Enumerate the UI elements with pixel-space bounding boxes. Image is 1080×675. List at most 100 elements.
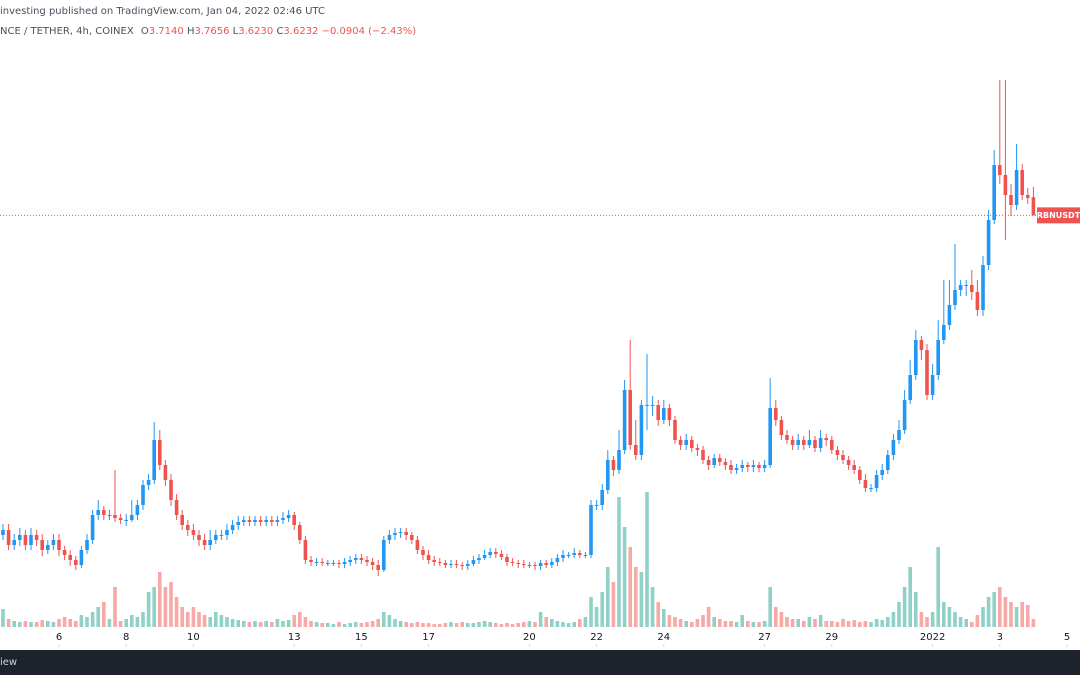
volume-bar: [398, 621, 403, 627]
candle-body: [34, 535, 39, 540]
candle-body: [415, 540, 420, 550]
candle-body: [886, 455, 890, 470]
volume-bar: [292, 615, 296, 627]
volume-bar: [942, 602, 946, 627]
volume-bar: [1003, 597, 1008, 627]
candle-body: [662, 408, 666, 420]
volume-bar: [639, 572, 644, 627]
volume-bar: [835, 622, 840, 627]
candle-body: [141, 485, 145, 505]
volume-bar: [281, 621, 285, 627]
candle-body: [751, 465, 756, 467]
volume-bar: [348, 623, 352, 627]
candle-body: [594, 505, 599, 506]
volume-bar: [667, 615, 672, 627]
volume-bar: [387, 615, 392, 627]
volume-bar: [180, 607, 184, 627]
volume-bar: [90, 612, 95, 627]
volume-bar: [107, 619, 112, 627]
candle-body: [309, 560, 313, 562]
volume-bar: [706, 607, 711, 627]
volume-bar: [611, 582, 616, 627]
volume-bar: [197, 612, 201, 627]
volume-bar: [174, 597, 179, 627]
volume-bar: [242, 621, 246, 627]
high-label: H: [187, 26, 195, 37]
volume-bar: [919, 612, 924, 627]
volume-bar: [393, 619, 397, 627]
candle-body: [774, 408, 778, 420]
candle-body: [538, 563, 543, 566]
volume-bar: [96, 607, 100, 627]
low-value: 3.6230: [238, 26, 273, 37]
candle-body: [628, 390, 632, 445]
volume-bar: [270, 622, 274, 627]
open-value: 3.7140: [149, 26, 184, 37]
volume-bar: [852, 620, 856, 627]
volume-bar: [29, 622, 33, 627]
candle-body: [891, 440, 896, 455]
volume-bar: [426, 623, 431, 627]
volume-bar: [1020, 602, 1024, 627]
candle-body: [443, 563, 448, 565]
candle-body: [796, 440, 800, 445]
volume-bar: [751, 622, 756, 627]
volume-bar: [970, 622, 974, 627]
candle-body: [824, 438, 828, 440]
candle-body: [645, 405, 649, 406]
candle-body: [365, 560, 369, 562]
candle-body: [410, 535, 414, 540]
footer-bar: [0, 650, 1080, 675]
candle-body: [544, 563, 548, 565]
candle-body: [298, 525, 302, 540]
volume-bar: [796, 619, 800, 627]
volume-bar: [958, 617, 963, 627]
candle-body: [572, 553, 576, 555]
x-tick-label: 6: [56, 632, 62, 643]
x-tick-label: 8: [123, 632, 129, 643]
volume-bar: [146, 592, 151, 627]
candle-body: [611, 460, 616, 470]
brand: iew: [0, 657, 17, 668]
candle-body: [947, 305, 952, 325]
candle-body: [981, 265, 985, 310]
volume-bar: [891, 612, 896, 627]
volume-bar: [947, 607, 952, 627]
candle-body: [779, 420, 784, 435]
volume-bar: [382, 612, 386, 627]
symbol: NCE / TETHER, 4h, COINEX: [0, 26, 134, 37]
candle-body: [589, 505, 593, 555]
candle-body: [96, 510, 100, 515]
candle-body: [897, 430, 901, 440]
volume-bar: [846, 621, 851, 627]
candle-body: [746, 465, 750, 467]
volume-bar: [275, 619, 280, 627]
volume-bar: [589, 597, 593, 627]
volume-bar: [975, 615, 980, 627]
candle-body: [68, 555, 72, 560]
candle-body: [57, 540, 61, 550]
volume-bar: [298, 612, 302, 627]
volume-bar: [68, 619, 72, 627]
candle-body: [393, 533, 397, 535]
candle-body: [169, 480, 173, 500]
volume-bar: [12, 621, 16, 627]
volume-bar: [572, 622, 576, 627]
candle-body: [354, 558, 358, 560]
low-label: L: [233, 26, 239, 37]
volume-bar: [813, 619, 817, 627]
candle-body: [522, 564, 526, 565]
volume-bar: [57, 619, 61, 627]
candle-body: [986, 220, 991, 265]
volume-bar: [202, 615, 207, 627]
volume-bar: [600, 592, 604, 627]
candle-body: [639, 405, 644, 455]
volume-bar: [830, 621, 834, 627]
volume-bar: [141, 612, 145, 627]
volume-bar: [309, 621, 313, 627]
volume-bar: [466, 623, 470, 627]
candle-body: [1031, 197, 1036, 216]
candle-body: [583, 555, 588, 556]
volume-bar: [34, 622, 39, 627]
